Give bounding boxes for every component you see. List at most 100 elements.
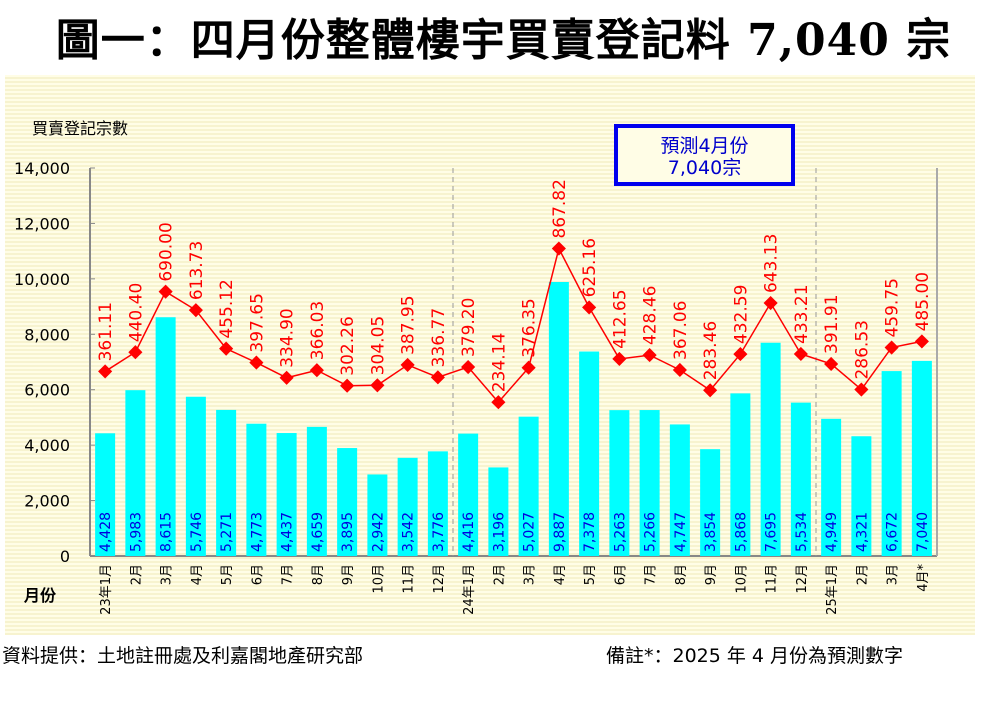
x-tick-label: 23年1月 — [99, 564, 114, 615]
bar-value-label: 4,416 — [461, 512, 477, 552]
bar — [851, 436, 872, 556]
line-value-label: 433.21 — [792, 284, 812, 343]
source-note: 資料提供：土地註冊處及利嘉閣地產研究部 — [2, 645, 364, 667]
line-marker — [400, 357, 415, 372]
line-marker — [914, 334, 929, 349]
chart-title: 圖一：四月份整體樓宇買賣登記料 7,040 宗 — [55, 15, 952, 66]
bar-value-label: 5,534 — [794, 512, 810, 552]
line-value-label: 283.46 — [701, 321, 721, 380]
x-tick-label: 3月 — [160, 564, 175, 585]
y-tick-label: 10,000 — [14, 270, 70, 289]
bar-value-label: 8,615 — [159, 512, 175, 552]
bar — [881, 371, 902, 556]
bar-value-label: 2,942 — [370, 512, 386, 552]
bar — [548, 281, 569, 556]
bar — [155, 317, 176, 556]
line-value-label: 366.03 — [308, 301, 328, 360]
x-tick-label: 6月 — [250, 564, 265, 585]
line-value-label: 334.90 — [278, 308, 298, 367]
x-tick-label: 3月 — [523, 564, 538, 585]
bar — [760, 342, 781, 556]
line-value-label: 376.35 — [520, 298, 540, 357]
line-marker — [672, 362, 687, 378]
bar — [458, 433, 479, 556]
bar — [276, 433, 297, 556]
remark-note: 備註*：2025 年 4 月份為預測數字 — [606, 645, 904, 667]
line-value-label: 412.65 — [610, 289, 630, 348]
bar-value-label: 3,776 — [431, 512, 447, 552]
line-marker — [370, 378, 385, 393]
bar-value-label: 4,437 — [280, 512, 296, 552]
line-value-label: 397.65 — [247, 293, 267, 352]
bar — [367, 474, 388, 556]
y-tick-label: 0 — [60, 547, 70, 566]
bar-value-label: 3,895 — [340, 512, 356, 552]
line-marker — [763, 295, 778, 311]
bar-value-label: 9,887 — [552, 512, 568, 552]
y-tick-label: 8,000 — [24, 325, 70, 344]
line-value-label: 234.14 — [489, 333, 509, 392]
line-marker — [340, 378, 355, 393]
y-tick-label: 4,000 — [24, 436, 70, 455]
bar-value-label: 5,271 — [219, 512, 235, 552]
prediction-line2: 7,040宗 — [667, 157, 742, 179]
x-tick-label: 5月 — [220, 564, 235, 585]
line-value-label: 690.00 — [157, 222, 177, 281]
line-marker — [309, 363, 324, 378]
bar-value-label: 4,321 — [854, 512, 870, 552]
bar-value-label: 5,746 — [189, 512, 205, 552]
bar-value-label: 4,773 — [249, 512, 265, 552]
line-marker — [279, 370, 294, 385]
x-tick-label: 8月 — [674, 564, 689, 585]
bar-value-label: 3,542 — [401, 512, 417, 552]
y-tick-label: 2,000 — [24, 492, 70, 511]
line-value-label: 428.46 — [641, 286, 661, 345]
line-marker — [793, 346, 808, 362]
bar — [609, 410, 630, 556]
bar — [579, 351, 600, 556]
bar-value-label: 3,854 — [703, 512, 719, 552]
line-marker — [854, 382, 869, 397]
line-value-label: 867.82 — [550, 179, 570, 238]
line-value-label: 455.12 — [217, 279, 237, 338]
line-value-label: 336.77 — [429, 308, 449, 367]
bar — [216, 409, 237, 556]
line-value-label: 440.40 — [126, 283, 146, 342]
line-marker — [188, 303, 203, 318]
x-tick-label: 11月 — [765, 564, 780, 594]
bar — [911, 360, 932, 556]
line-value-label: 379.20 — [459, 298, 479, 357]
bar-value-label: 7,695 — [764, 512, 780, 552]
line-marker — [430, 370, 445, 385]
x-tick-label: 5月 — [583, 564, 598, 585]
x-tick-label: 12月 — [432, 564, 447, 594]
x-tick-label: 25年1月 — [825, 564, 840, 615]
x-tick-label: 4月* — [916, 564, 931, 592]
line-value-label: 302.26 — [338, 316, 358, 375]
line-value-label: 485.00 — [913, 272, 933, 331]
x-tick-label: 11月 — [402, 564, 417, 594]
line-value-label: 387.95 — [399, 295, 419, 354]
line-value-label: 613.73 — [187, 241, 207, 300]
line-marker — [521, 360, 536, 375]
x-tick-label: 7月 — [281, 564, 296, 585]
x-tick-label: 9月 — [341, 564, 356, 585]
bar-value-label: 5,266 — [643, 512, 659, 552]
x-tick-label: 12月 — [795, 564, 810, 594]
line-value-label: 391.91 — [822, 294, 842, 353]
bar-value-label: 5,027 — [522, 512, 538, 552]
y-tick-label: 12,000 — [14, 214, 70, 233]
line-value-label: 432.59 — [731, 285, 751, 344]
line-value-label: 304.05 — [368, 316, 388, 375]
line-marker — [158, 284, 173, 299]
x-tick-label: 2月 — [129, 564, 144, 585]
line-marker — [703, 383, 718, 398]
bar — [639, 410, 660, 556]
bar — [427, 451, 448, 556]
line-marker — [642, 348, 657, 363]
y-axis-label: 買賣登記宗數 — [32, 119, 128, 138]
bar-value-label: 7,040 — [915, 512, 931, 552]
bar-value-label: 5,868 — [733, 512, 749, 552]
bar — [125, 390, 146, 556]
